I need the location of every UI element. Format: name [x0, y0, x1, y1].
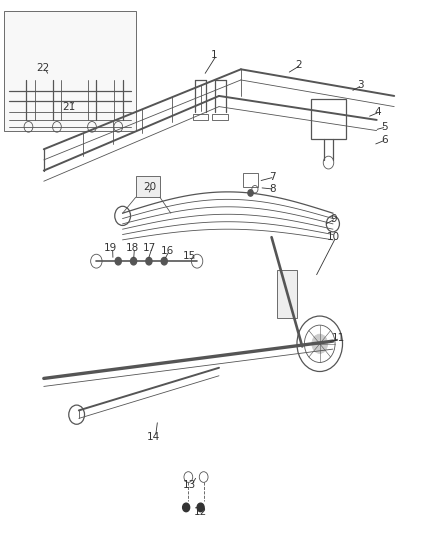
Text: 1: 1: [211, 50, 218, 60]
Text: 8: 8: [269, 184, 276, 194]
Text: 20: 20: [143, 182, 156, 191]
Text: 14: 14: [147, 432, 160, 442]
Text: 7: 7: [269, 172, 276, 182]
Text: 12: 12: [194, 507, 207, 516]
Text: 17: 17: [143, 243, 156, 253]
Text: 3: 3: [357, 80, 364, 90]
Text: 16: 16: [161, 246, 174, 255]
Bar: [311, 99, 346, 139]
Circle shape: [146, 257, 152, 265]
Text: 19: 19: [104, 243, 117, 253]
Text: 13: 13: [183, 480, 196, 490]
Text: 9: 9: [330, 214, 337, 223]
Text: 5: 5: [381, 122, 388, 132]
Text: 18: 18: [126, 243, 139, 253]
Circle shape: [197, 503, 204, 512]
Text: 2: 2: [295, 60, 302, 70]
Circle shape: [115, 257, 121, 265]
Text: 22: 22: [36, 63, 49, 73]
Bar: [243, 173, 258, 187]
Circle shape: [248, 190, 253, 196]
Circle shape: [161, 257, 167, 265]
Bar: [277, 271, 297, 318]
Circle shape: [131, 257, 137, 265]
Text: 11: 11: [332, 334, 345, 343]
Text: 4: 4: [374, 107, 381, 117]
Text: 21: 21: [62, 102, 75, 111]
Bar: [4, 11, 136, 131]
Text: 10: 10: [327, 232, 340, 242]
Bar: [193, 114, 208, 120]
Circle shape: [312, 334, 328, 353]
Bar: [136, 176, 160, 197]
Text: 15: 15: [183, 251, 196, 261]
Circle shape: [183, 503, 190, 512]
Text: 6: 6: [381, 135, 388, 144]
Bar: [212, 114, 228, 120]
